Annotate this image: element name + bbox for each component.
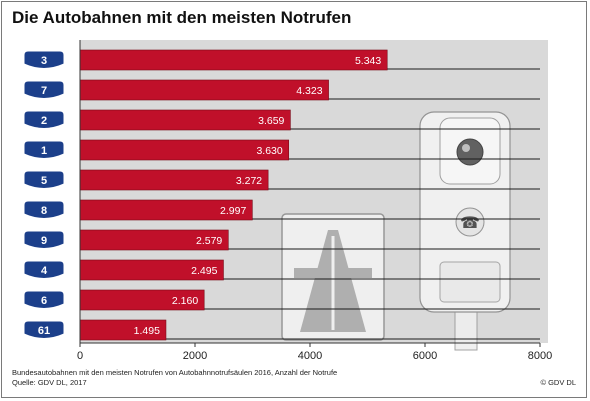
bar-value-label: 3.630 — [256, 145, 282, 157]
autobahn-badge — [23, 200, 65, 219]
autobahn-badge — [23, 260, 65, 279]
category-label: 2 — [41, 115, 47, 127]
category-label: 8 — [41, 205, 47, 217]
chart-caption: Bundesautobahnen mit den meisten Notrufe… — [12, 368, 337, 388]
x-tick-label: 6000 — [413, 350, 437, 362]
phone-handset-dial — [455, 207, 485, 237]
category-label: 61 — [38, 325, 50, 337]
phone-lower-panel — [439, 261, 501, 303]
bar-value-label: 1.495 — [134, 325, 160, 337]
bar-value-label: 2.997 — [220, 205, 246, 217]
autobahn-badge — [23, 170, 65, 189]
phone-handset-icon: ☎ — [460, 213, 480, 232]
copyright-notice: © GDV DL — [540, 378, 576, 387]
bar-value-label: 3.272 — [236, 175, 262, 187]
autobahn-badge — [23, 110, 65, 129]
bar-value-label: 4.323 — [296, 85, 322, 97]
autobahn-badge — [23, 290, 65, 309]
emergency-phone-illustration: ☎ — [419, 111, 511, 351]
bar-value-label: 2.160 — [172, 295, 198, 307]
autobahn-badge — [23, 230, 65, 249]
category-label: 9 — [41, 235, 47, 247]
category-label: 5 — [41, 175, 47, 187]
x-tick-label: 0 — [77, 350, 83, 362]
caption-source: Quelle: GDV DL, 2017 — [12, 378, 87, 387]
bar-value-label: 2.579 — [196, 235, 222, 247]
category-label: 3 — [41, 55, 47, 67]
x-tick-label: 4000 — [298, 350, 322, 362]
autobahn-badge — [23, 320, 65, 339]
autobahn-badge — [23, 80, 65, 99]
motorway-sign-illustration — [281, 213, 385, 341]
x-tick-label: 8000 — [528, 350, 552, 362]
category-label: 1 — [41, 145, 47, 157]
bar — [79, 49, 388, 71]
bar-value-label: 3.659 — [258, 115, 284, 127]
bar — [79, 79, 329, 101]
x-tick-label: 2000 — [183, 350, 207, 362]
category-label: 4 — [41, 265, 48, 277]
category-label: 7 — [41, 85, 47, 97]
phone-lamp — [456, 138, 484, 166]
chart-title: Die Autobahnen mit den meisten Notrufen — [12, 8, 352, 27]
bar-value-label: 5.343 — [355, 55, 381, 67]
phone-lamp-highlight — [462, 144, 470, 152]
autobahn-badge — [23, 140, 65, 159]
caption-description: Bundesautobahnen mit den meisten Notrufe… — [12, 368, 338, 377]
category-label: 6 — [41, 295, 47, 307]
autobahn-badge — [23, 50, 65, 69]
bar-value-label: 2.495 — [191, 265, 217, 277]
